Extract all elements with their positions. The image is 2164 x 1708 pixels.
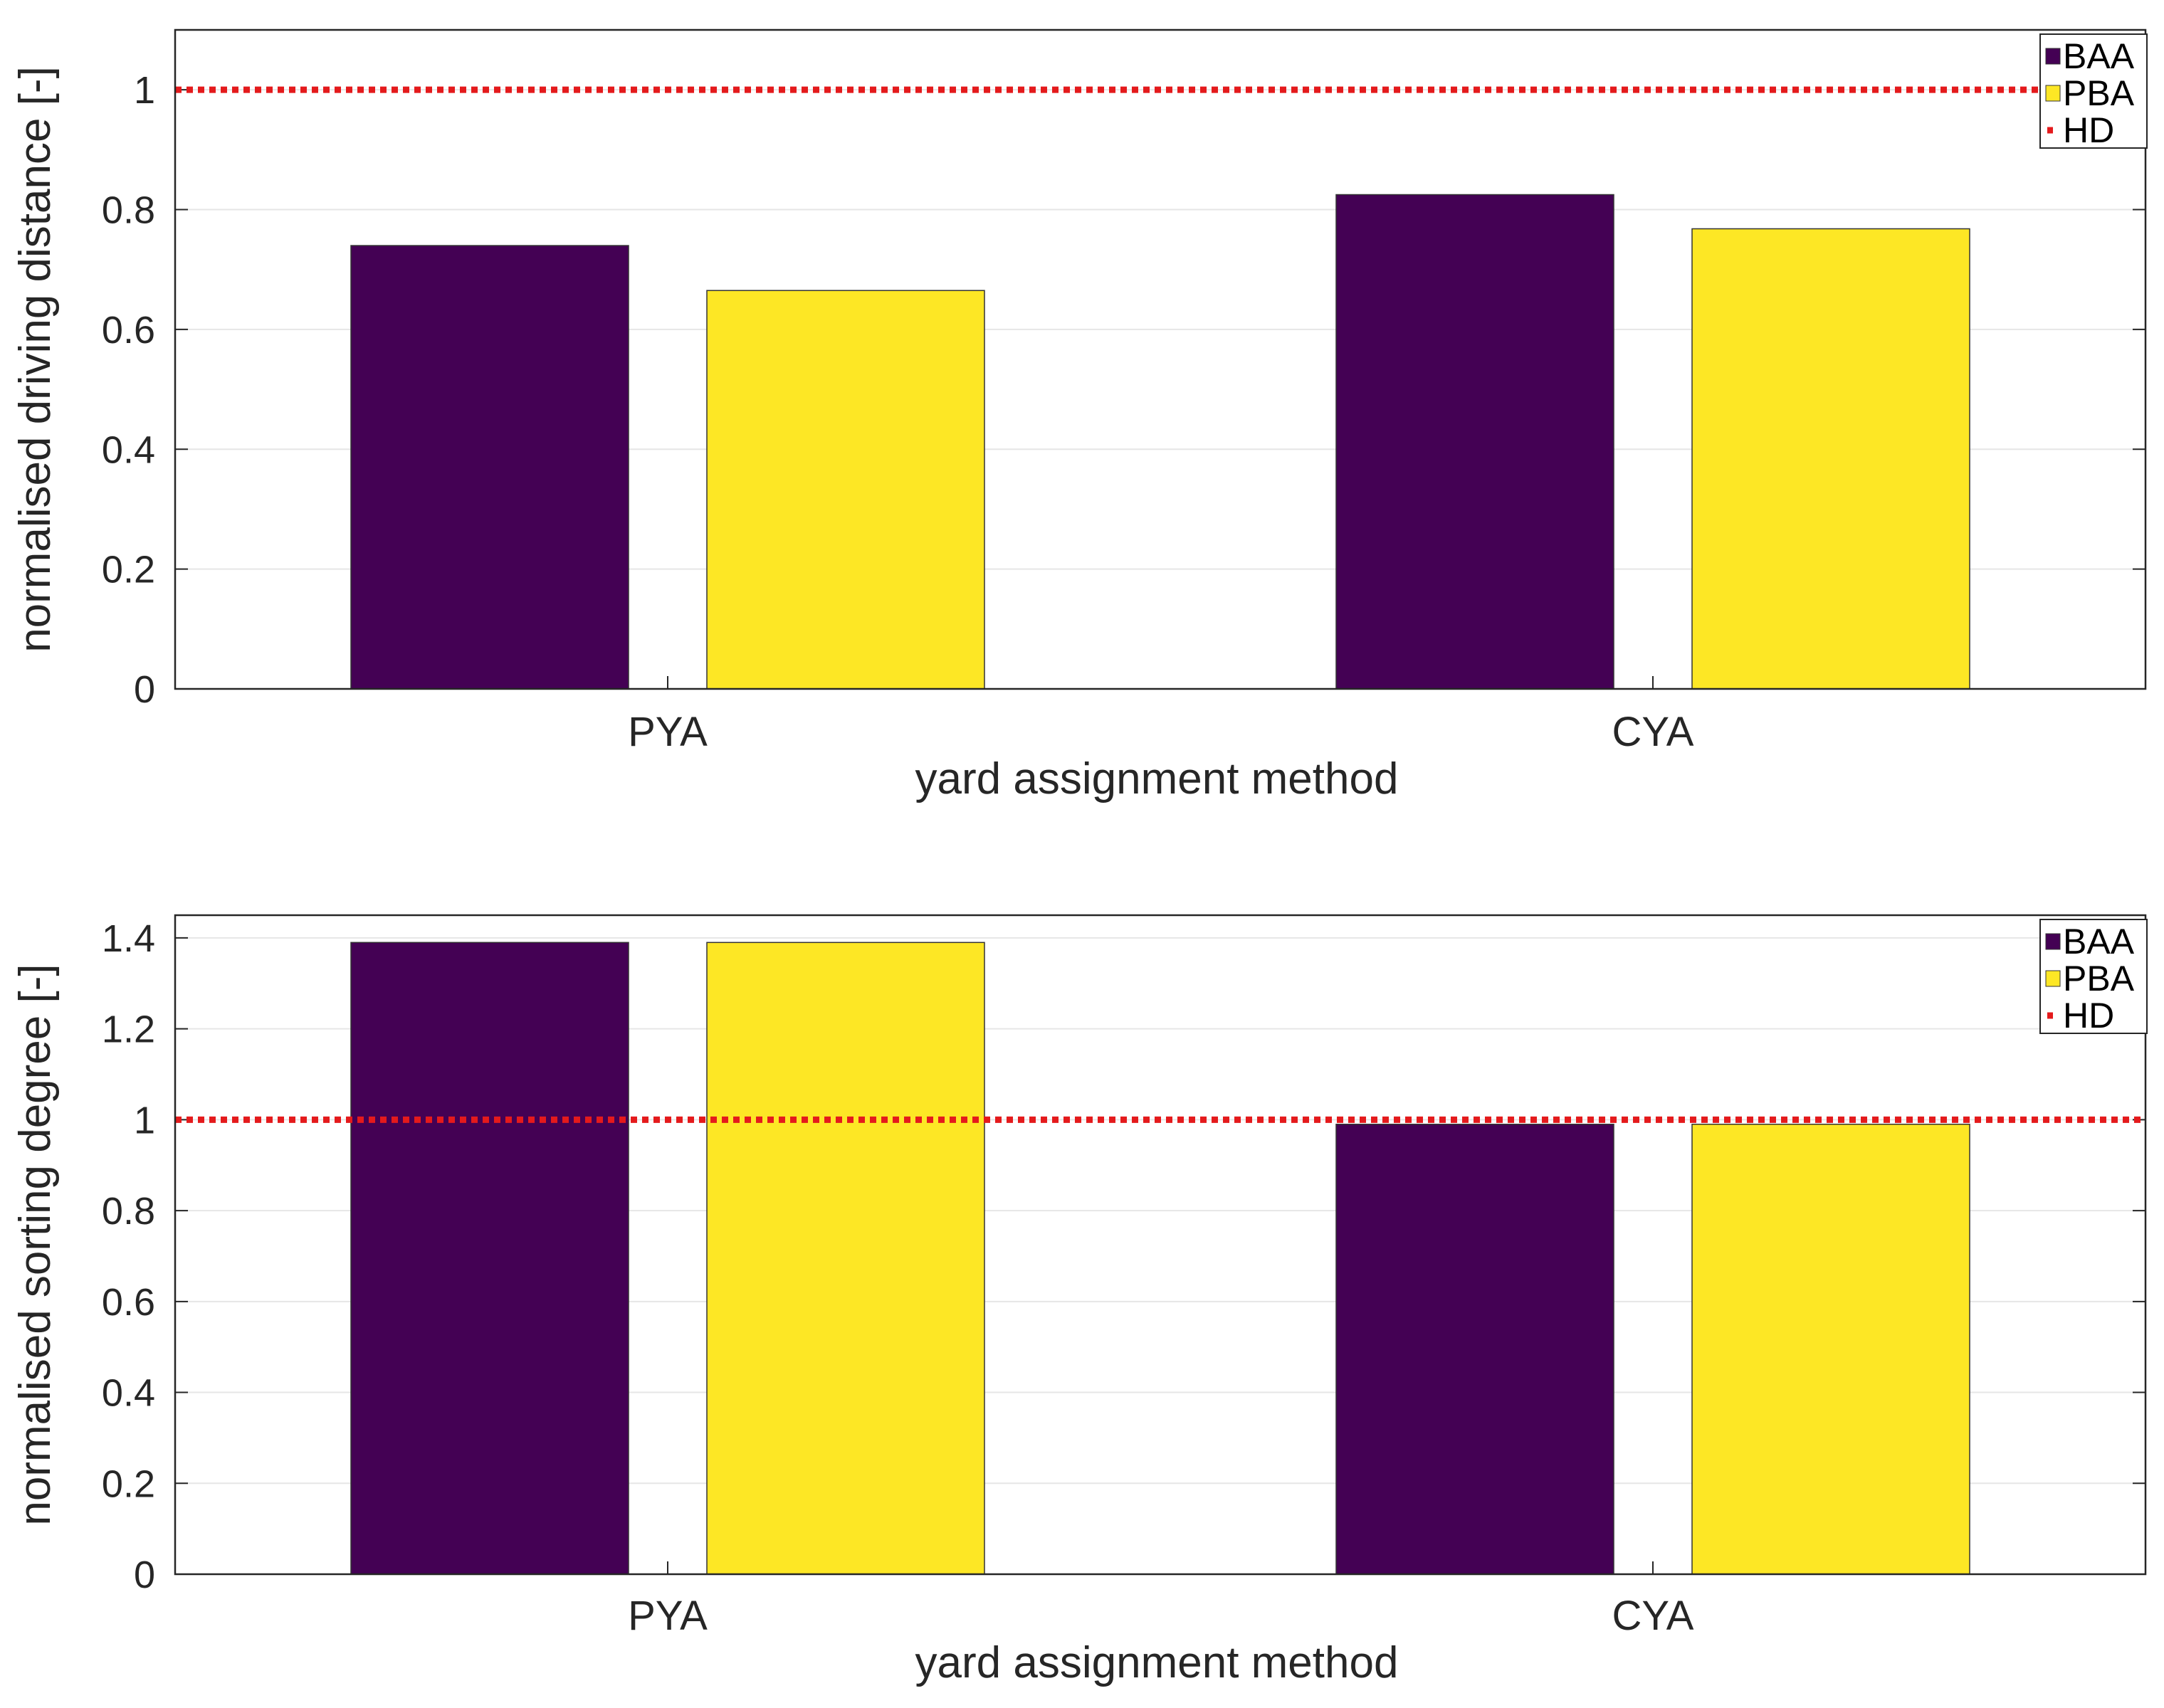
y-tick-label: 1.2 (102, 1008, 155, 1051)
sorting-degree-chart: 0 0.2 0.4 0.6 0.8 1 1.2 1.4 PYA CYA yard assignmen… (11, 914, 2148, 1687)
y-tick-label: 0.4 (102, 1372, 155, 1415)
category-label: PYA (628, 1593, 708, 1639)
bar-pba-cya (1691, 1124, 1970, 1575)
y-tick-label: 0.4 (102, 428, 155, 471)
category-label: PYA (628, 709, 708, 755)
category-label: CYA (1612, 1593, 1694, 1639)
x-axis-title: yard assignment method (915, 754, 1399, 803)
bar-baa-pya (350, 942, 629, 1575)
y-tick-label: 0.8 (102, 1190, 155, 1233)
y-tick-label: 0.2 (102, 549, 155, 591)
bar-baa-cya (1335, 194, 1614, 690)
legend-label-hd: HD (2063, 996, 2114, 1035)
legend-swatch-pba (2045, 970, 2061, 987)
bar-baa-cya (1335, 1124, 1614, 1575)
legend-swatch-baa (2045, 933, 2061, 950)
y-tick-label: 1 (134, 69, 155, 112)
y-tick-label: 0.6 (102, 309, 155, 352)
y-tick-label: 0.8 (102, 189, 155, 232)
legend-swatch-pba (2045, 85, 2061, 102)
y-tick-label: 0 (134, 1554, 155, 1596)
bar-pba-cya (1691, 228, 1970, 690)
driving-distance-chart: 0 0.2 0.4 0.6 0.8 1 PYA CYA yard assignment meth… (11, 28, 2148, 803)
category-label: CYA (1612, 709, 1694, 755)
y-axis-title: normalised sorting degree [-] (11, 964, 60, 1525)
y-tick-label: 1.4 (102, 917, 155, 960)
bar-baa-pya (350, 245, 629, 690)
axes-frame (174, 914, 2147, 1576)
legend-label-pba: PBA (2063, 73, 2135, 113)
axes-frame (174, 28, 2147, 690)
legend-label-pba: PBA (2063, 959, 2135, 998)
bar-pba-pya (706, 290, 985, 690)
y-tick-label: 1 (134, 1099, 155, 1142)
bar-pba-pya (706, 942, 985, 1575)
y-tick-label: 0.6 (102, 1281, 155, 1324)
legend-label-hd: HD (2063, 110, 2114, 150)
y-axis-title: normalised driving distance [-] (11, 66, 60, 653)
y-tick-label: 0.2 (102, 1462, 155, 1505)
legend-label-baa: BAA (2063, 36, 2135, 76)
y-tick-label: 0 (134, 668, 155, 711)
legend-label-baa: BAA (2063, 922, 2135, 961)
x-axis-title: yard assignment method (915, 1638, 1399, 1687)
legend-swatch-baa (2045, 48, 2061, 65)
